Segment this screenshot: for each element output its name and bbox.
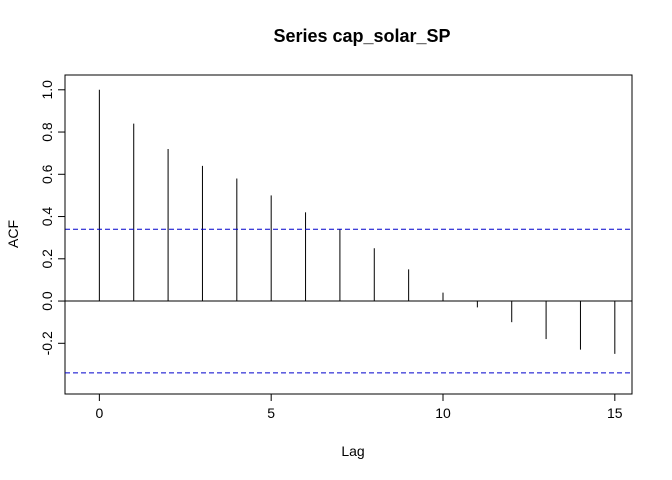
y-tick-label: 0.6 <box>39 164 55 184</box>
x-tick-label: 0 <box>95 405 103 421</box>
x-tick-label: 15 <box>607 405 623 421</box>
chart-title: Series cap_solar_SP <box>273 26 450 46</box>
acf-bars <box>98 89 616 354</box>
x-tick-label: 5 <box>267 405 275 421</box>
x-axis: 0 5 10 15 <box>95 393 623 421</box>
y-tick-label: 1.0 <box>39 80 55 100</box>
confidence-bounds <box>65 228 632 374</box>
x-axis-label: Lag <box>341 443 364 459</box>
y-axis-label: ACF <box>5 220 21 248</box>
y-tick-label: 0.0 <box>39 291 55 311</box>
x-tick-label: 10 <box>435 405 451 421</box>
y-tick-label: -0.2 <box>39 331 55 355</box>
y-tick-label: 0.4 <box>39 207 55 227</box>
y-tick-label: 0.2 <box>39 249 55 269</box>
y-axis: -0.2 0.0 0.2 0.4 0.6 0.8 1.0 <box>39 80 66 355</box>
plot-frame <box>64 74 633 395</box>
y-tick-label: 0.8 <box>39 122 55 142</box>
